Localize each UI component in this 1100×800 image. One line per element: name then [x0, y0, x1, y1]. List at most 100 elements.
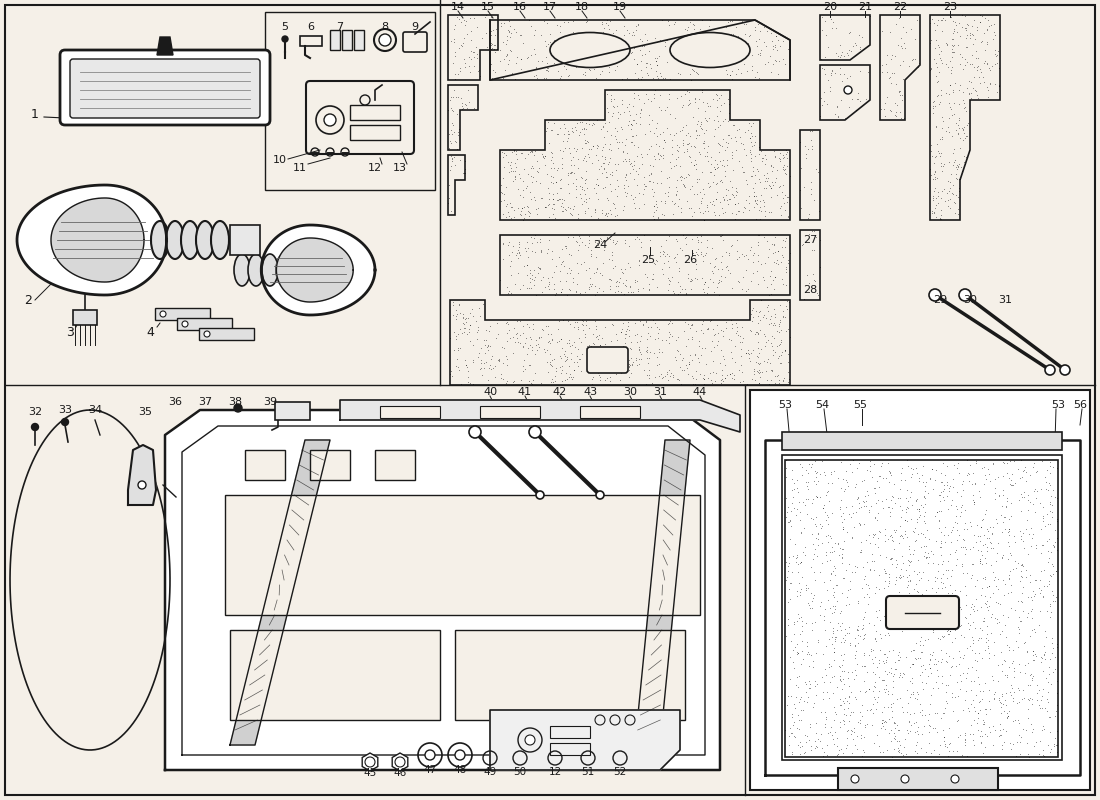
- Point: [584, 140, 602, 153]
- Point: [638, 38, 656, 50]
- Point: [543, 151, 561, 164]
- Point: [707, 87, 725, 100]
- Point: [741, 241, 759, 254]
- Point: [783, 745, 801, 758]
- Bar: [379, 406, 440, 418]
- Point: [918, 546, 936, 559]
- Point: [1022, 691, 1040, 704]
- Point: [926, 24, 944, 37]
- Point: [901, 708, 918, 721]
- Point: [645, 257, 662, 270]
- Point: [544, 49, 562, 62]
- Point: [902, 644, 920, 657]
- Point: [860, 529, 878, 542]
- Point: [573, 182, 591, 195]
- Point: [946, 583, 964, 596]
- Point: [586, 206, 604, 218]
- Text: 26: 26: [683, 255, 697, 265]
- Point: [585, 356, 603, 369]
- Point: [569, 42, 586, 55]
- Point: [944, 46, 961, 58]
- Point: [693, 230, 711, 242]
- Point: [868, 474, 886, 487]
- Point: [588, 237, 606, 250]
- Point: [1006, 477, 1024, 490]
- Point: [978, 36, 996, 49]
- Point: [610, 135, 628, 148]
- Point: [926, 164, 944, 177]
- Point: [593, 269, 611, 282]
- Point: [1021, 496, 1038, 509]
- Point: [801, 125, 818, 138]
- Point: [686, 96, 704, 109]
- Point: [976, 570, 993, 583]
- Point: [465, 46, 483, 58]
- Point: [882, 105, 900, 118]
- Point: [934, 122, 952, 135]
- Point: [1011, 696, 1028, 709]
- Point: [449, 361, 466, 374]
- Point: [824, 565, 842, 578]
- Point: [1046, 535, 1064, 548]
- Point: [920, 658, 937, 670]
- Point: [674, 99, 692, 112]
- Point: [934, 12, 952, 25]
- Point: [552, 286, 570, 298]
- Point: [896, 42, 914, 55]
- Point: [505, 144, 522, 157]
- Point: [966, 14, 983, 26]
- Point: [922, 472, 939, 485]
- Point: [741, 135, 759, 148]
- Point: [492, 178, 509, 191]
- Point: [808, 550, 826, 562]
- Point: [588, 333, 606, 346]
- Point: [617, 278, 635, 291]
- Point: [529, 202, 547, 214]
- Point: [806, 454, 824, 467]
- Point: [826, 642, 844, 655]
- Point: [690, 242, 707, 255]
- Point: [451, 62, 469, 75]
- Point: [506, 23, 524, 36]
- Point: [525, 322, 542, 335]
- Point: [1000, 705, 1018, 718]
- Point: [793, 634, 811, 647]
- Point: [922, 62, 939, 74]
- Point: [946, 77, 964, 90]
- Point: [993, 688, 1011, 701]
- Point: [452, 15, 470, 28]
- Point: [856, 570, 873, 582]
- Point: [1002, 578, 1020, 591]
- Point: [542, 375, 560, 388]
- Point: [645, 150, 662, 162]
- Point: [979, 642, 997, 654]
- Point: [962, 76, 980, 89]
- Point: [586, 186, 604, 199]
- Point: [822, 85, 839, 98]
- Point: [442, 137, 460, 150]
- Point: [521, 145, 539, 158]
- Point: [837, 709, 855, 722]
- Point: [442, 205, 460, 218]
- Point: [928, 90, 946, 102]
- Point: [924, 100, 942, 113]
- Point: [948, 715, 966, 728]
- Point: [762, 265, 780, 278]
- Point: [596, 362, 614, 374]
- Point: [754, 154, 771, 167]
- Point: [899, 723, 916, 736]
- Point: [976, 508, 993, 521]
- Point: [532, 377, 550, 390]
- Point: [544, 50, 562, 62]
- Point: [977, 632, 994, 645]
- Point: [647, 195, 664, 208]
- Point: [910, 503, 927, 516]
- Point: [796, 498, 814, 511]
- Point: [735, 201, 752, 214]
- Point: [766, 346, 783, 358]
- Point: [571, 286, 588, 299]
- Point: [956, 157, 974, 170]
- Point: [1002, 497, 1020, 510]
- Point: [948, 462, 966, 474]
- Point: [817, 549, 835, 562]
